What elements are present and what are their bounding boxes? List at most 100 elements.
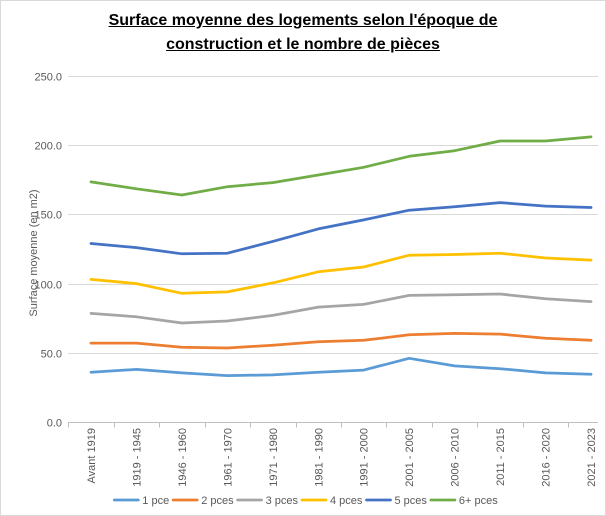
data-point-4-pces — [362, 265, 365, 269]
y-tick-label: 250.0 — [34, 72, 62, 84]
data-point-3-pces — [589, 300, 593, 303]
data-point-3-pces — [498, 292, 502, 296]
data-point-6plus-pces — [135, 187, 138, 190]
y-tick-label: 100.0 — [34, 280, 62, 292]
data-point-3-pces — [271, 314, 274, 317]
data-point-1-pce — [544, 371, 547, 375]
data-point-5-pces — [317, 227, 320, 231]
data-point-2-pces — [544, 337, 547, 340]
data-point-5-pces — [89, 242, 93, 245]
chart-title: Surface moyenne des logements selon l'ép… — [108, 12, 498, 53]
data-point-3-pces — [544, 297, 547, 300]
data-point-3-pces — [180, 321, 184, 325]
series-line-1-pce — [89, 356, 593, 377]
x-tick-label: 2001 - 2005 — [404, 428, 416, 487]
series-lines — [89, 135, 593, 377]
data-point-5-pces — [135, 246, 138, 249]
data-point-4-pces — [226, 290, 229, 294]
data-point-5-pces — [408, 209, 411, 212]
data-point-5-pces — [544, 204, 547, 208]
legend-label: 5 pces — [395, 495, 428, 507]
x-tick-label: 2016 - 2020 — [541, 428, 553, 487]
legend-label: 4 pces — [330, 495, 363, 507]
data-point-6plus-pces — [362, 166, 365, 169]
data-point-1-pce — [408, 357, 411, 360]
x-tick-label: 1961 - 1970 — [222, 428, 234, 487]
data-point-2-pces — [180, 346, 184, 349]
data-point-3-pces — [408, 294, 411, 297]
legend-item: 6+ pces — [429, 495, 498, 507]
x-tick-label: 2021 - 2023 — [586, 428, 598, 487]
series-line-6plus-pces — [89, 135, 593, 197]
series-6plus-pces — [89, 135, 593, 197]
data-point-4-pces — [180, 292, 184, 295]
data-point-5-pces — [589, 206, 593, 209]
x-tick-label: 1971 - 1980 — [268, 428, 280, 487]
data-point-6plus-pces — [589, 135, 593, 139]
data-point-5-pces — [180, 252, 184, 255]
x-tick-labels: Avant 1919 1919 - 1945 1946 - 1960 1961 - 1… — [86, 428, 598, 487]
legend-item: 4 pces — [300, 495, 363, 507]
series-5-pces — [89, 201, 593, 256]
data-point-4-pces — [317, 270, 320, 273]
data-point-4-pces — [135, 282, 138, 285]
data-point-1-pce — [180, 371, 184, 375]
legend-label: 2 pces — [201, 495, 234, 507]
legend: 1 pce 2 pces 3 pces 4 pces 5 pces 6+ pces — [112, 495, 498, 507]
data-point-6plus-pces — [317, 173, 320, 177]
data-point-6plus-pces — [89, 180, 93, 184]
data-point-4-pces — [589, 258, 593, 262]
x-tick-label: Avant 1919 — [86, 428, 98, 483]
y-tick-labels: 0.0 50.0 100.0 150.0 200.0 250.0 — [34, 72, 62, 430]
data-point-5-pces — [362, 218, 365, 222]
data-point-6plus-pces — [271, 181, 274, 184]
series-1-pce — [89, 356, 593, 377]
data-point-1-pce — [498, 367, 502, 370]
x-tick-label: 2006 - 2010 — [450, 428, 462, 487]
data-point-3-pces — [317, 305, 320, 309]
data-point-2-pces — [135, 341, 138, 345]
series-2-pces — [89, 332, 593, 350]
gridlines — [68, 76, 598, 354]
data-point-4-pces — [498, 252, 502, 255]
x-tick-label: 1946 - 1960 — [177, 428, 189, 487]
y-tick-label: 50.0 — [41, 349, 62, 361]
x-tick-label: 2011 - 2015 — [495, 428, 507, 486]
data-point-2-pces — [271, 344, 274, 347]
data-point-6plus-pces — [226, 185, 229, 188]
y-axis-title: Surface moyenne (en m2) — [28, 189, 40, 316]
x-axis — [68, 422, 598, 428]
data-point-2-pces — [498, 332, 502, 336]
data-point-3-pces — [453, 293, 456, 296]
data-point-3-pces — [89, 312, 93, 315]
series-line-4-pces — [89, 251, 593, 295]
data-point-6plus-pces — [453, 149, 456, 152]
y-tick-label: 200.0 — [34, 141, 62, 153]
data-point-2-pces — [589, 339, 593, 342]
data-point-5-pces — [271, 240, 274, 243]
data-point-1-pce — [362, 368, 365, 372]
data-point-1-pce — [226, 374, 229, 377]
y-tick-label: 0.0 — [47, 418, 62, 430]
data-point-1-pce — [135, 368, 138, 371]
data-point-6plus-pces — [408, 155, 411, 158]
legend-item: 1 pce — [112, 495, 169, 507]
data-point-1-pce — [271, 373, 274, 377]
data-point-1-pce — [589, 373, 593, 376]
legend-item: 3 pces — [236, 495, 299, 507]
data-point-2-pces — [317, 340, 320, 343]
data-point-4-pces — [453, 253, 456, 256]
x-tick-label: 1981 - 1990 — [313, 428, 325, 487]
legend-label: 6+ pces — [459, 495, 498, 507]
series-line-5-pces — [89, 201, 593, 256]
data-point-1-pce — [89, 371, 93, 374]
data-point-2-pces — [408, 333, 411, 336]
data-point-4-pces — [544, 256, 547, 260]
series-4-pces — [89, 251, 593, 295]
data-point-5-pces — [498, 201, 502, 204]
legend-label: 3 pces — [266, 495, 299, 507]
legend-item: 5 pces — [365, 495, 428, 507]
x-tick-label: 1991 - 2000 — [359, 428, 371, 487]
